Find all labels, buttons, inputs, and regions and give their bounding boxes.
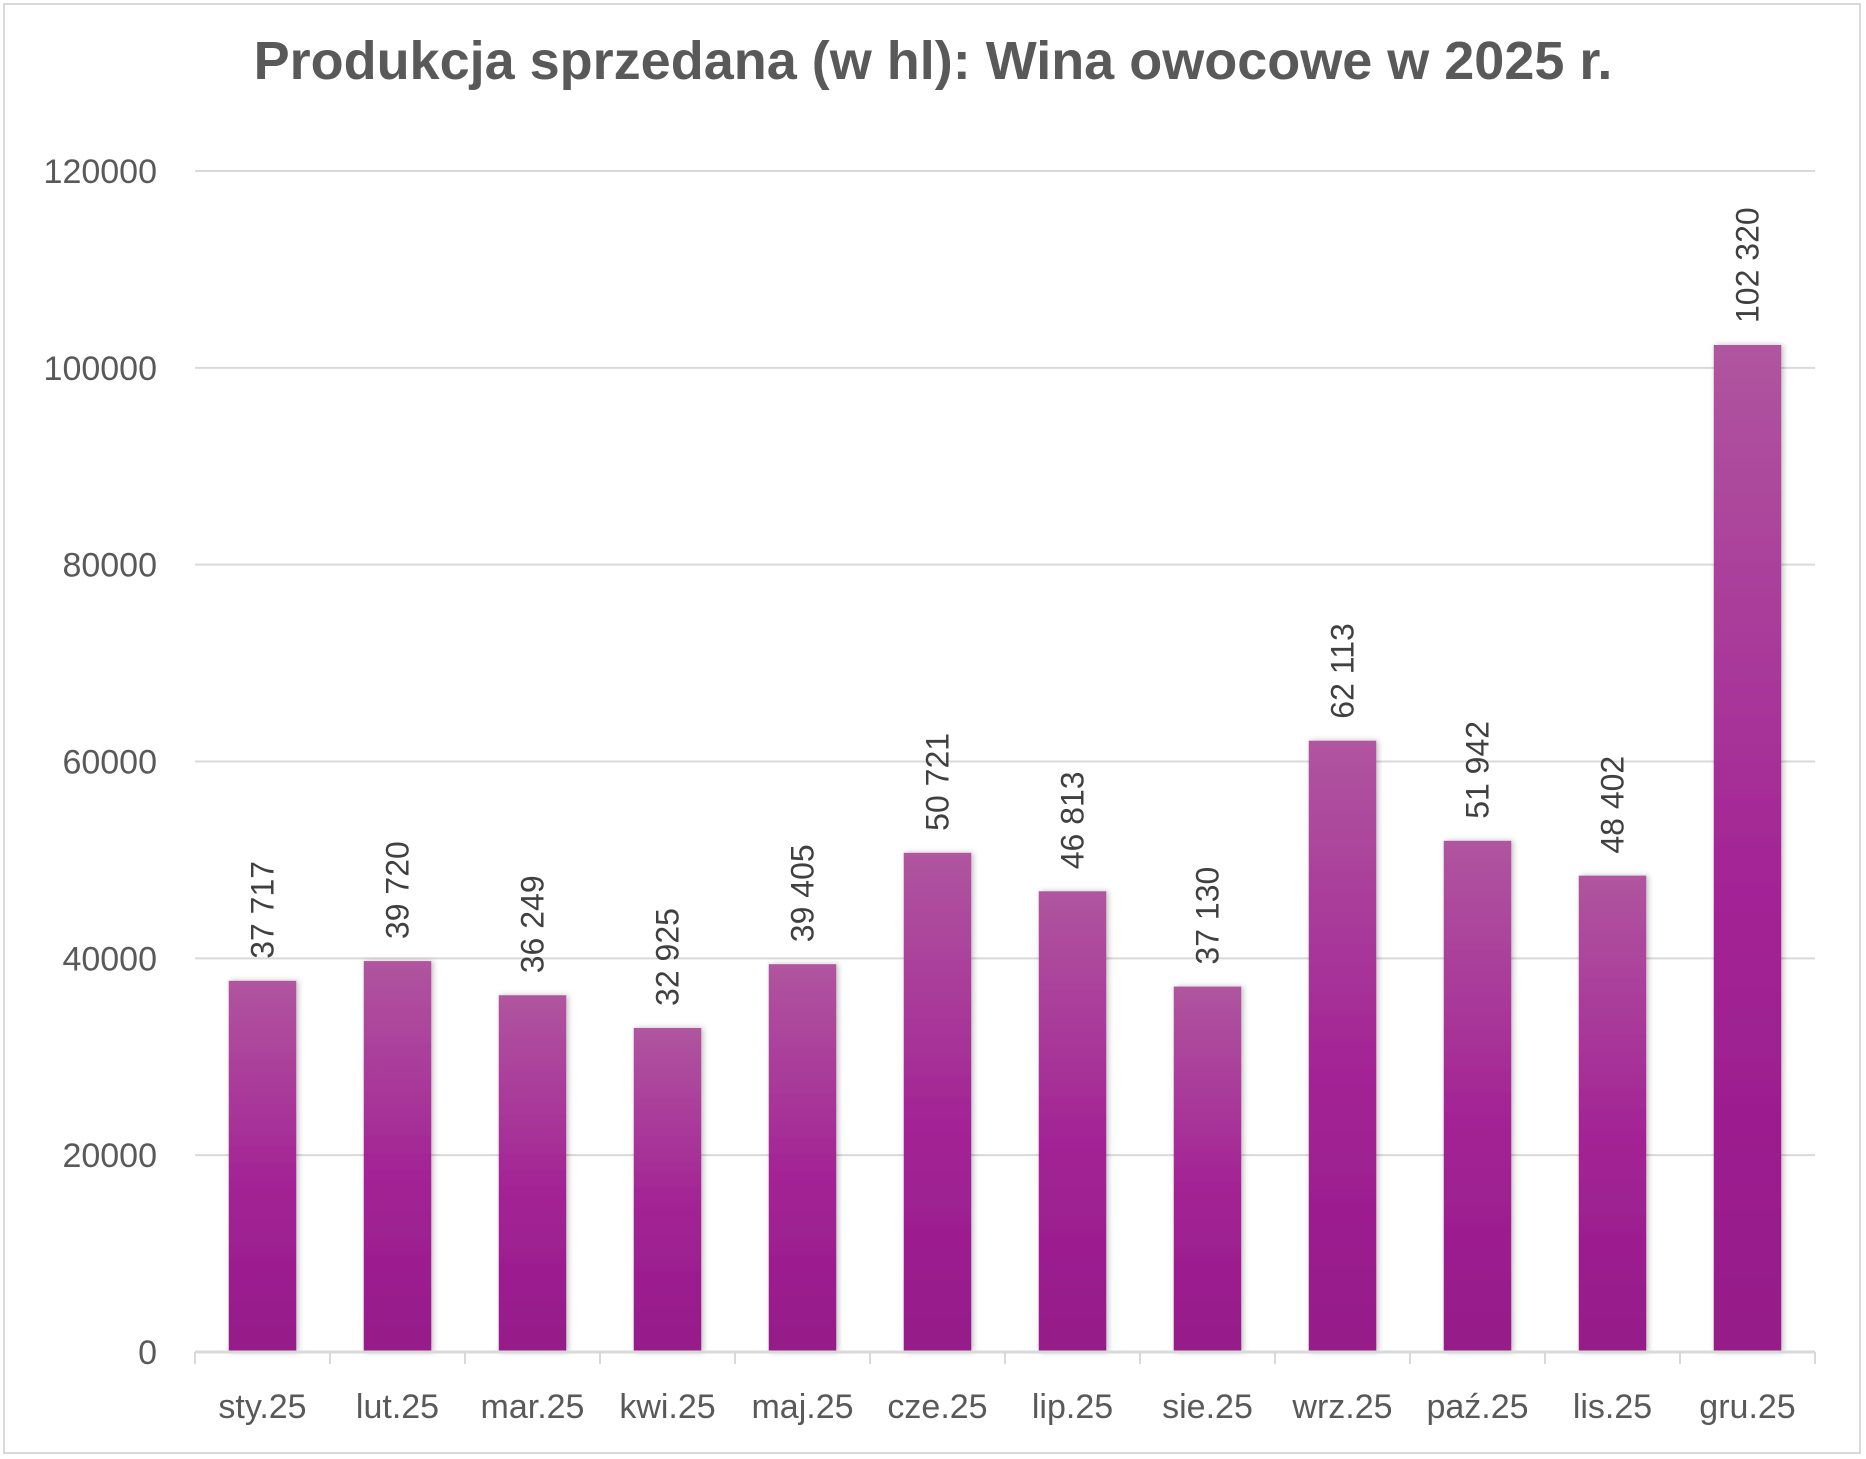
bar [1443, 840, 1512, 1352]
data-label: 46 813 [1055, 771, 1091, 869]
bar [633, 1027, 702, 1352]
x-tick-label: cze.25 [887, 1388, 987, 1426]
y-tick-label: 120000 [44, 153, 157, 191]
x-tick-label: gru.25 [1699, 1388, 1795, 1426]
x-tick-label: sty.25 [218, 1388, 306, 1426]
bar [903, 852, 972, 1352]
data-label: 32 925 [650, 908, 686, 1006]
data-label: 51 942 [1460, 721, 1496, 819]
x-tick-label: paź.25 [1426, 1388, 1528, 1426]
x-tick-label: sie.25 [1162, 1388, 1253, 1426]
x-tick-label: lip.25 [1032, 1388, 1113, 1426]
bar [1038, 891, 1107, 1352]
data-label: 39 405 [785, 844, 821, 942]
data-label: 62 113 [1325, 623, 1361, 719]
bar [228, 980, 297, 1352]
bar [768, 964, 837, 1352]
data-label: 36 249 [515, 875, 551, 973]
y-tick-label: 100000 [44, 350, 157, 388]
y-tick-label: 0 [138, 1334, 157, 1372]
bar [363, 961, 432, 1352]
gridlines [195, 170, 1815, 1157]
x-tick-label: mar.25 [481, 1388, 585, 1426]
chart-title: Produkcja sprzedana (w hl): Wina owocowe… [253, 31, 1613, 91]
x-tick-label: maj.25 [751, 1388, 853, 1426]
y-tick-label: 80000 [62, 547, 157, 585]
data-labels: 37 717 39 720 36 249 32 925 39 405 50 721 46 8… [245, 207, 1766, 1006]
x-tick-label: lis.25 [1573, 1388, 1652, 1426]
x-tick-label: kwi.25 [619, 1388, 715, 1426]
y-tick-label: 40000 [62, 940, 157, 978]
y-tick-label: 60000 [62, 744, 157, 782]
bars [228, 345, 1782, 1352]
bar [1173, 986, 1242, 1352]
bar [1713, 345, 1782, 1352]
bar [1578, 875, 1647, 1352]
bar [498, 995, 567, 1352]
data-label: 102 320 [1730, 207, 1766, 323]
data-label: 48 402 [1595, 756, 1631, 854]
bar [1308, 740, 1377, 1352]
y-tick-label: 20000 [62, 1137, 157, 1175]
x-axis: sty.25 lut.25 mar.25 kwi.25 maj.25 cze.25 lip.… [194, 1350, 1816, 1426]
x-tick-label: lut.25 [356, 1388, 439, 1426]
data-label: 37 130 [1190, 867, 1226, 965]
data-label: 39 720 [380, 841, 416, 939]
data-label: 37 717 [245, 861, 281, 959]
data-label: 50 721 [920, 733, 956, 831]
y-axis-ticks: 0 20000 40000 60000 80000 100000 120000 [44, 153, 157, 1372]
x-tick-label: wrz.25 [1291, 1388, 1392, 1426]
